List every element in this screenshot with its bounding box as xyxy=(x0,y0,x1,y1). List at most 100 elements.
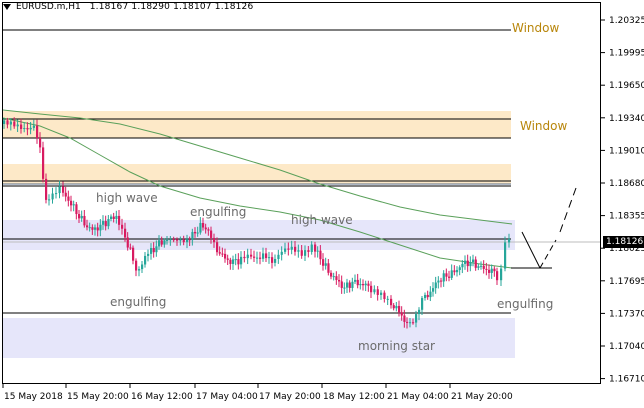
price-tick-label: 1.16710 xyxy=(609,375,644,385)
candle-body xyxy=(202,223,205,228)
annotation-engulfing-1[interactable]: engulfing xyxy=(190,205,247,219)
price-tick-label: 1.18025 xyxy=(609,244,644,254)
candle-body xyxy=(169,239,172,241)
zone-window-upper xyxy=(3,111,511,138)
current-price-tag: 1.18126 xyxy=(603,236,644,248)
candle-body xyxy=(246,254,249,259)
candle-body xyxy=(138,269,141,271)
candle-body xyxy=(64,192,67,197)
price-tick-label: 1.19010 xyxy=(609,146,644,156)
candle-body xyxy=(250,254,253,257)
projection-up-2 xyxy=(559,187,577,233)
candle-body xyxy=(426,294,429,298)
candle-body xyxy=(135,260,138,271)
annotation-high-wave-2[interactable]: high wave xyxy=(291,213,353,227)
candle-body xyxy=(496,271,499,281)
candle-body xyxy=(221,253,224,255)
candle-body xyxy=(448,276,451,278)
candle-body xyxy=(392,305,395,309)
candle-body xyxy=(58,186,61,194)
time-tick-label: 17 May 04:00 xyxy=(196,392,258,402)
annotation-engulfing-right[interactable]: engulfing xyxy=(497,297,554,311)
candle-body xyxy=(155,246,158,253)
price-tick-label: 1.18680 xyxy=(609,179,644,189)
candle-body xyxy=(104,221,107,227)
zone-resistance xyxy=(3,220,515,250)
time-tick-label: 21 May 20:00 xyxy=(451,392,513,402)
candle-body xyxy=(310,244,313,252)
candle-body xyxy=(29,127,32,130)
candle-body xyxy=(207,229,210,231)
candle-body xyxy=(415,314,418,323)
window-label-mid[interactable]: Window xyxy=(520,119,568,133)
candle-body xyxy=(96,227,99,231)
candle-body xyxy=(110,216,113,220)
candle-body xyxy=(36,125,39,139)
candle-body xyxy=(94,227,97,230)
candle-body xyxy=(453,270,456,273)
candle-body xyxy=(218,252,221,254)
candle-body xyxy=(343,287,346,289)
candle-body xyxy=(188,239,191,241)
candle-body xyxy=(78,214,81,219)
price-axis: 1.20325 1.19995 1.19650 1.19340 1.19010 1.186… xyxy=(601,16,644,385)
candle-body xyxy=(240,256,243,265)
candle-body xyxy=(102,221,105,225)
candle-body xyxy=(485,268,488,270)
candle-body xyxy=(6,120,9,125)
price-tick-label: 1.17370 xyxy=(609,309,644,319)
price-tick-label: 1.18355 xyxy=(609,212,644,222)
candle-body xyxy=(386,298,389,300)
candle-body xyxy=(210,230,213,238)
candle-body xyxy=(474,259,477,268)
candle-body xyxy=(112,216,115,219)
price-tick-label: 1.17040 xyxy=(609,342,644,352)
candle-body xyxy=(172,239,175,241)
candle-body xyxy=(362,284,365,286)
candle-body xyxy=(440,280,443,282)
candle-body xyxy=(314,244,317,252)
candle-body xyxy=(469,262,472,267)
candle-body xyxy=(346,282,349,288)
candle-body xyxy=(232,259,235,264)
annotation-high-wave-1[interactable]: high wave xyxy=(96,191,158,205)
candle-body xyxy=(256,257,259,259)
candle-body xyxy=(376,289,379,295)
candle-body xyxy=(62,186,65,193)
candle-body xyxy=(144,255,147,265)
candle-body xyxy=(437,280,440,283)
candle-body xyxy=(356,279,359,286)
annotation-morning-star[interactable]: morning star xyxy=(358,339,435,353)
candle-body xyxy=(191,231,194,241)
candle-body xyxy=(141,264,144,270)
annotation-engulfing-bottom-left[interactable]: engulfing xyxy=(110,295,167,309)
candle-body xyxy=(351,281,354,288)
candle-body xyxy=(9,121,12,125)
dropdown-triangle-icon[interactable] xyxy=(3,4,11,10)
candle-body xyxy=(51,193,54,200)
candle-body xyxy=(324,263,327,266)
window-label-top[interactable]: Window xyxy=(512,21,560,35)
candle-body xyxy=(500,268,503,281)
price-tick-label: 1.20325 xyxy=(609,16,644,26)
candle-body xyxy=(466,260,469,267)
candle-body xyxy=(508,238,511,243)
candle-body xyxy=(13,121,16,127)
candle-body xyxy=(490,268,493,273)
candle-body xyxy=(199,223,202,233)
candle-body xyxy=(354,279,357,282)
candle-body xyxy=(327,263,330,273)
candle-body xyxy=(367,283,370,286)
price-tick-label: 1.19995 xyxy=(609,49,644,59)
candle-body xyxy=(493,268,496,272)
candle-body xyxy=(307,250,310,252)
candle-body xyxy=(274,259,277,263)
candle-body xyxy=(259,257,262,259)
candle-body xyxy=(182,239,185,243)
candle-body xyxy=(80,215,83,219)
candle-body xyxy=(445,273,448,277)
time-tick-label: 15 May 20:00 xyxy=(67,392,129,402)
candle-body xyxy=(86,225,89,228)
